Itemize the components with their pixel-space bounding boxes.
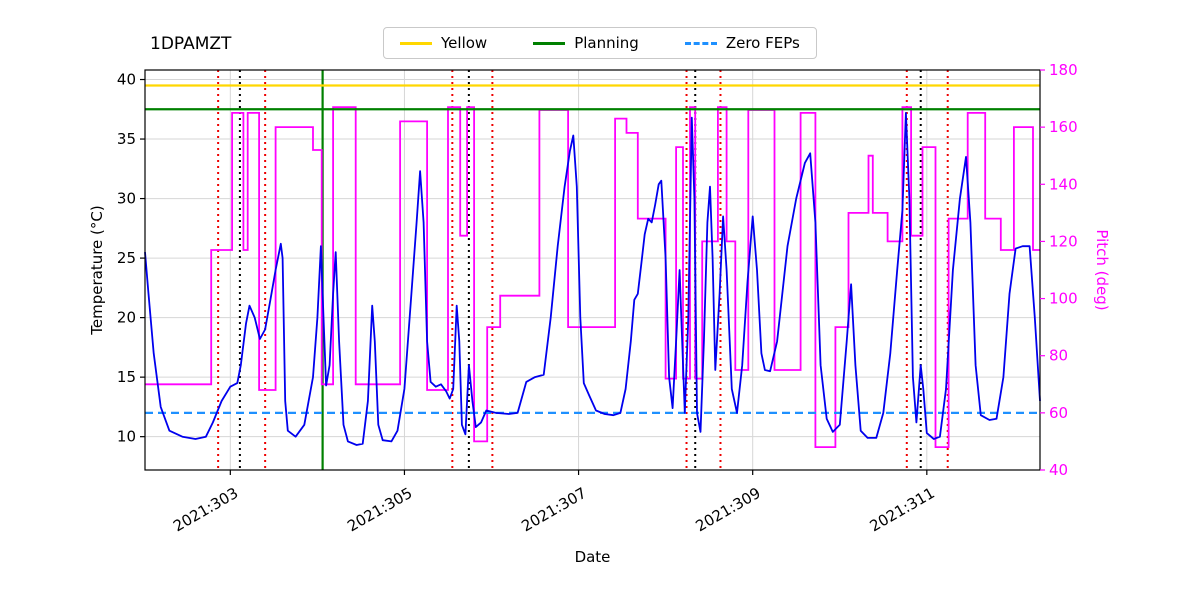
x-tick-label: 2021:305: [344, 484, 415, 536]
legend-label-zero-feps: Zero FEPs: [725, 34, 800, 52]
y-right-tick-label: 160: [1049, 118, 1078, 136]
axes-spines: [144, 69, 1041, 471]
pitch-series-line: [145, 106, 1040, 448]
y-left-tick-label: 10: [117, 428, 136, 446]
yellow-line-sample: [400, 41, 432, 45]
y-axis-label-pitch: Pitch (deg): [1093, 229, 1111, 311]
chart-title: 1DPAMZT: [150, 34, 232, 54]
zero-feps-line-sample: [684, 41, 717, 45]
y-right-tick-label: 40: [1049, 461, 1068, 479]
y-right-tick-label: 60: [1049, 404, 1068, 422]
legend-item-zero-feps: Zero FEPs: [684, 34, 800, 52]
legend-item-planning: Planning: [533, 34, 639, 52]
legend-label-yellow: Yellow: [441, 34, 488, 52]
legend-label-planning: Planning: [574, 34, 639, 52]
planning-line-sample: [533, 41, 566, 45]
legend: Yellow Planning Zero FEPs: [383, 27, 817, 59]
temperature-series-line: [144, 112, 1041, 446]
x-tick-label: 2021:303: [170, 484, 241, 536]
y-right-tick-label: 80: [1049, 347, 1068, 365]
y-left-tick-label: 40: [117, 71, 136, 89]
x-tick-label: 2021:307: [518, 484, 589, 536]
x-tick-label: 2021:311: [867, 484, 938, 536]
y-right-tick-label: 100: [1049, 290, 1078, 308]
x-tick-label: 2021:309: [692, 484, 763, 536]
y-left-tick-label: 25: [117, 249, 136, 267]
y-right-tick-label: 140: [1049, 175, 1078, 193]
y-left-tick-label: 30: [117, 190, 136, 208]
y-right-tick-label: 120: [1049, 232, 1078, 250]
y-left-tick-label: 35: [117, 130, 136, 148]
legend-item-yellow: Yellow: [400, 34, 487, 52]
y-right-tick-label: 180: [1049, 61, 1078, 79]
x-axis-label: Date: [574, 548, 611, 566]
y-left-tick-label: 15: [117, 368, 136, 386]
y-left-tick-label: 20: [117, 309, 136, 327]
y-axis-label-temperature: Temperature (°C): [88, 205, 106, 335]
